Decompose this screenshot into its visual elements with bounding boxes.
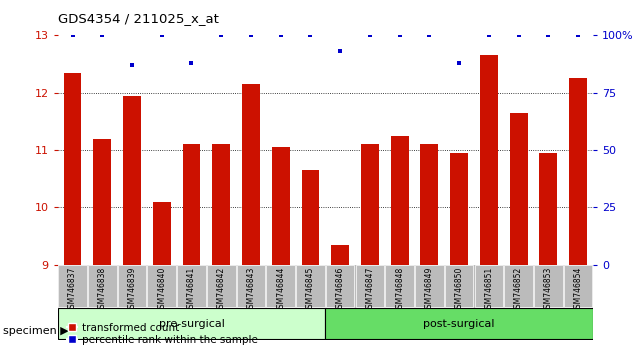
- FancyBboxPatch shape: [356, 265, 384, 307]
- Text: GSM746852: GSM746852: [514, 267, 523, 313]
- Bar: [391, 136, 408, 265]
- Bar: [123, 96, 141, 265]
- FancyBboxPatch shape: [385, 265, 414, 307]
- FancyBboxPatch shape: [326, 265, 354, 307]
- Text: GSM746838: GSM746838: [98, 267, 107, 313]
- FancyBboxPatch shape: [237, 265, 265, 307]
- FancyBboxPatch shape: [58, 265, 87, 307]
- Text: GSM746837: GSM746837: [68, 267, 77, 313]
- Legend: transformed count, percentile rank within the sample: transformed count, percentile rank withi…: [63, 318, 262, 349]
- Bar: [569, 78, 587, 265]
- Bar: [63, 73, 81, 265]
- Text: GSM746841: GSM746841: [187, 267, 196, 313]
- Bar: [242, 84, 260, 265]
- FancyBboxPatch shape: [177, 265, 206, 307]
- Text: specimen ▶: specimen ▶: [3, 326, 69, 336]
- Text: post-surgical: post-surgical: [423, 319, 495, 329]
- FancyBboxPatch shape: [534, 265, 563, 307]
- Text: GDS4354 / 211025_x_at: GDS4354 / 211025_x_at: [58, 12, 219, 25]
- Bar: [94, 138, 112, 265]
- FancyBboxPatch shape: [88, 265, 117, 307]
- FancyBboxPatch shape: [207, 265, 235, 307]
- FancyBboxPatch shape: [326, 308, 593, 339]
- FancyBboxPatch shape: [474, 265, 503, 307]
- Text: GSM746849: GSM746849: [425, 267, 434, 313]
- Bar: [361, 144, 379, 265]
- Bar: [183, 144, 201, 265]
- Bar: [510, 113, 528, 265]
- FancyBboxPatch shape: [415, 265, 444, 307]
- FancyBboxPatch shape: [504, 265, 533, 307]
- Bar: [301, 170, 319, 265]
- FancyBboxPatch shape: [118, 265, 146, 307]
- Text: GSM746839: GSM746839: [128, 267, 137, 313]
- Text: GSM746843: GSM746843: [247, 267, 256, 313]
- Text: GSM746850: GSM746850: [454, 267, 463, 313]
- FancyBboxPatch shape: [564, 265, 592, 307]
- Text: GSM746846: GSM746846: [336, 267, 345, 313]
- Text: pre-surgical: pre-surgical: [158, 319, 224, 329]
- Bar: [540, 153, 557, 265]
- FancyBboxPatch shape: [147, 265, 176, 307]
- Text: GSM746854: GSM746854: [574, 267, 583, 313]
- Text: GSM746845: GSM746845: [306, 267, 315, 313]
- Bar: [450, 153, 468, 265]
- Text: GSM746847: GSM746847: [365, 267, 374, 313]
- Text: GSM746842: GSM746842: [217, 267, 226, 313]
- FancyBboxPatch shape: [445, 265, 474, 307]
- Text: GSM746840: GSM746840: [157, 267, 166, 313]
- Bar: [331, 245, 349, 265]
- Bar: [212, 144, 230, 265]
- Bar: [153, 201, 171, 265]
- FancyBboxPatch shape: [267, 265, 295, 307]
- Text: GSM746844: GSM746844: [276, 267, 285, 313]
- Text: GSM746851: GSM746851: [485, 267, 494, 313]
- Text: GSM746853: GSM746853: [544, 267, 553, 313]
- Bar: [272, 147, 290, 265]
- Bar: [480, 56, 498, 265]
- FancyBboxPatch shape: [58, 308, 326, 339]
- Bar: [420, 144, 438, 265]
- FancyBboxPatch shape: [296, 265, 325, 307]
- Text: GSM746848: GSM746848: [395, 267, 404, 313]
